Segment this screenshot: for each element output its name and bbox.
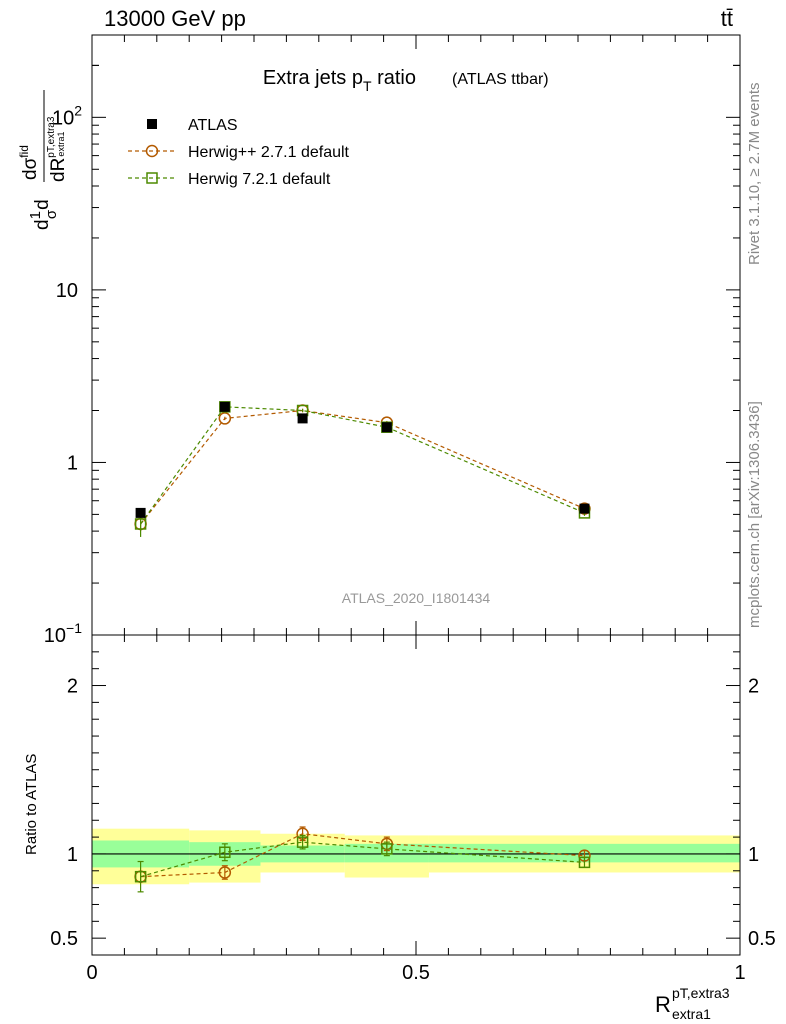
legend-label-1: Herwig++ 2.7.1 default	[188, 144, 350, 161]
y-tick-label-top: 102	[52, 102, 82, 129]
mcplots-label: mcplots.cern.ch [arXiv:1306.3436]	[746, 401, 763, 628]
svg-text:dRpT,extra3extra1: dRpT,extra3extra1	[46, 116, 69, 182]
legend-marker-0	[147, 119, 157, 129]
series-line-main-0	[140, 409, 585, 525]
legend-label-0: ATLAS	[188, 117, 238, 134]
x-tick-label: 1	[734, 962, 745, 984]
y-tick-label-top: 10	[56, 280, 78, 302]
data-point-1	[219, 401, 230, 412]
series-point-main-1-0	[134, 518, 147, 530]
ratio-plot-frame	[91, 634, 741, 956]
legend: ATLAS Herwig++ 2.7.1 default Herwig 7.2.1 …	[128, 117, 350, 188]
series-point-ratio-1-0	[134, 870, 147, 883]
series-point-ratio-1-2	[296, 836, 309, 848]
svg-text:d1σd: d1σd	[27, 199, 60, 230]
x-tick-label: 0	[86, 962, 97, 984]
series-line-main-1	[140, 406, 585, 525]
series-point-main-0-1	[218, 412, 232, 425]
x-axis-label-sup: pT,extra3	[672, 985, 730, 1001]
ratio-plot-series	[134, 826, 591, 893]
data-point-2	[297, 413, 308, 424]
y-tick-label-top: 1	[67, 452, 78, 474]
energy-label: 13000 GeV pp	[104, 6, 246, 31]
svg-text:dσfid: dσfid	[17, 145, 41, 180]
legend-marker-2	[146, 172, 158, 184]
data-point-0	[135, 507, 146, 518]
chart-title-note: (ATLAS ttbar)	[452, 71, 549, 88]
x-axis-label-main: R	[655, 992, 671, 1017]
x-tick-label: 0.5	[402, 962, 430, 984]
rivet-version-label: Rivet 3.1.10, ≥ 2.7M events	[746, 83, 763, 266]
chart-title-main: Extra jets pT ratio	[263, 67, 416, 94]
data-point-4	[579, 503, 590, 514]
y-tick-label-bottom-right: 2	[748, 676, 759, 698]
uncertainty-bands	[92, 828, 740, 885]
series-point-ratio-1-1	[219, 846, 231, 859]
axis-ticks	[91, 34, 741, 956]
analysis-watermark: ATLAS_2020_I1801434	[342, 590, 491, 606]
series-line-ratio-1	[140, 841, 585, 878]
y-tick-label-bottom: 1	[67, 844, 78, 866]
data-point-3	[381, 422, 392, 433]
series-point-ratio-0-1	[218, 866, 232, 879]
y-tick-label-top: 10−1	[44, 620, 82, 647]
series-point-ratio-1-4	[578, 856, 591, 869]
x-axis-label-sub: extra1	[672, 1006, 711, 1022]
y-tick-label-bottom: 0.5	[50, 928, 78, 950]
legend-label-2: Herwig 7.2.1 default	[188, 171, 331, 188]
series-point-ratio-1-3	[381, 843, 393, 855]
legend-marker-1	[145, 144, 159, 158]
y-tick-label-bottom: 2	[67, 676, 78, 698]
y-tick-label-bottom-right: 1	[748, 844, 759, 866]
main-plot-series	[134, 401, 591, 537]
process-label: tt̄	[721, 6, 733, 31]
y-axis-label-main: d1σd dσfid dRpT,extra3extra1	[17, 90, 69, 230]
y-axis-label-ratio: Ratio to ATLAS	[23, 754, 40, 855]
y-tick-label-bottom-right: 0.5	[748, 928, 776, 950]
